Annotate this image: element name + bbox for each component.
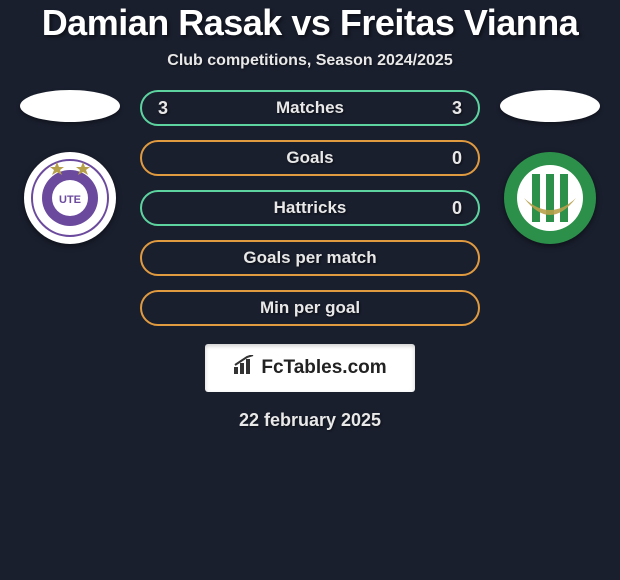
right-player-col	[500, 90, 600, 244]
stat-right-value: 3	[442, 98, 462, 119]
subtitle: Club competitions, Season 2024/2025	[0, 52, 620, 70]
stat-left-value: 3	[158, 98, 178, 119]
stat-label: Min per goal	[142, 298, 478, 318]
right-flag	[500, 90, 600, 122]
stat-row-hattricks: Hattricks 0	[140, 190, 480, 226]
svg-text:UTE: UTE	[59, 194, 81, 206]
stat-label: Hattricks	[142, 198, 478, 218]
chart-icon	[233, 355, 255, 381]
left-club-logo: UTE	[24, 152, 116, 244]
comparison-row: UTE 3 Matches 3 Goals 0 Hattricks 0	[0, 90, 620, 326]
left-flag	[20, 90, 120, 122]
page-title: Damian Rasak vs Freitas Vianna	[0, 2, 620, 44]
stat-row-goals: Goals 0	[140, 140, 480, 176]
stat-right-value: 0	[442, 198, 462, 219]
right-club-logo	[504, 152, 596, 244]
stats-column: 3 Matches 3 Goals 0 Hattricks 0 Goals pe…	[140, 90, 480, 326]
footer-brand: FcTables.com	[205, 344, 415, 392]
left-player-col: UTE	[20, 90, 120, 244]
stat-row-matches: 3 Matches 3	[140, 90, 480, 126]
stat-label: Matches	[142, 98, 478, 118]
stat-label: Goals	[142, 148, 478, 168]
gyor-logo-icon	[504, 152, 596, 244]
stat-row-min-per-goal: Min per goal	[140, 290, 480, 326]
stat-right-value: 0	[442, 148, 462, 169]
stat-label: Goals per match	[142, 248, 478, 268]
ujpest-logo-icon: UTE	[24, 152, 116, 244]
stat-row-goals-per-match: Goals per match	[140, 240, 480, 276]
footer-date: 22 february 2025	[0, 410, 620, 431]
footer-brand-text: FcTables.com	[261, 357, 386, 379]
